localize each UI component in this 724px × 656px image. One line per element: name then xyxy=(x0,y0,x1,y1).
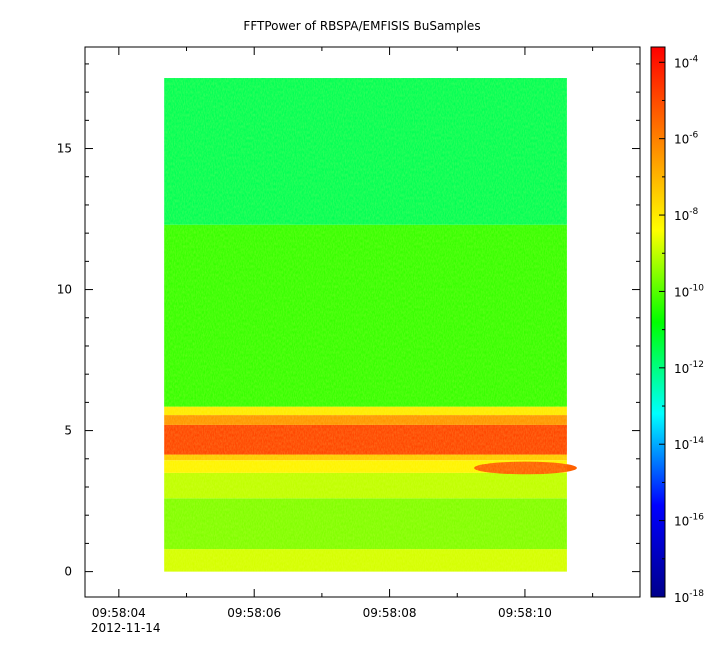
y-axis: 0 5 10 15 xyxy=(57,63,640,579)
x-tick-label: 09:58:08 xyxy=(363,606,417,620)
colorbar-gradient xyxy=(650,46,666,598)
y-tick-label: 10 xyxy=(57,283,72,297)
colorbar-tick-label: 10-8 xyxy=(674,207,699,223)
colorbar-tick-label: 10-14 xyxy=(674,436,704,452)
y-tick-label: 5 xyxy=(64,424,72,438)
y-tick-label: 15 xyxy=(57,142,72,156)
x-axis: 09:58:04 09:58:06 09:58:08 09:58:10 xyxy=(92,47,594,620)
y-tick-label: 0 xyxy=(64,565,72,579)
heatmap-texture xyxy=(164,78,567,572)
x-tick-label: 09:58:04 xyxy=(92,606,146,620)
colorbar-tick-label: 10-18 xyxy=(674,589,704,605)
chart-title: FFTPower of RBSPA/EMFISIS BuSamples xyxy=(243,19,480,33)
colorbar-tick-label: 10-4 xyxy=(674,54,699,70)
heatmap-image xyxy=(164,78,577,572)
colorbar-tick-label: 10-10 xyxy=(674,283,704,299)
colorbar: 10-4 10-6 10-8 10-10 10-12 10-14 10-16 10-18 xyxy=(650,46,704,605)
x-tick-label: 09:58:06 xyxy=(227,606,281,620)
x-tick-label: 09:58:10 xyxy=(498,606,552,620)
colorbar-tick-label: 10-16 xyxy=(674,513,704,529)
colorbar-tick-label: 10-6 xyxy=(674,131,699,147)
x-axis-date-label: 2012-11-14 xyxy=(91,621,161,635)
colorbar-tick-label: 10-12 xyxy=(674,360,704,376)
